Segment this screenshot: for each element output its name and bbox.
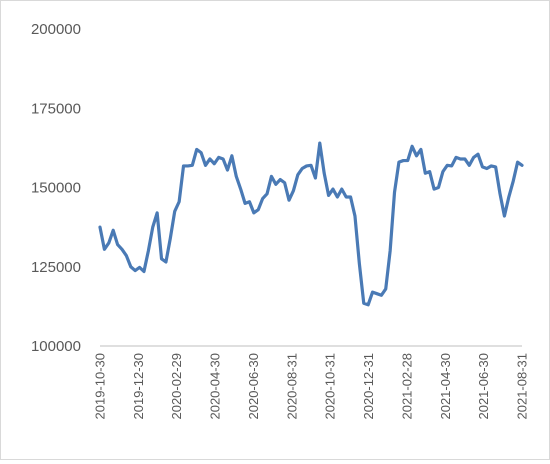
x-tick-label: 2019-12-30 xyxy=(131,353,146,420)
x-axis-tick-labels: 2019-10-30 2019-12-30 2020-02-29 2020-04-30… xyxy=(93,353,530,420)
y-tick-label: 200000 xyxy=(31,21,81,38)
y-tick-label: 100000 xyxy=(31,338,81,355)
y-axis-tick-labels: 200000 175000 150000 125000 100000 xyxy=(31,21,81,355)
x-tick-label: 2021-02-28 xyxy=(399,353,414,420)
y-tick-label: 175000 xyxy=(31,100,81,117)
y-tick-label: 150000 xyxy=(31,180,81,197)
x-tick-label: 2021-06-30 xyxy=(476,353,491,420)
x-tick-label: 2020-08-31 xyxy=(284,353,299,420)
y-tick-label: 125000 xyxy=(31,259,81,276)
x-tick-label: 2020-12-31 xyxy=(361,353,376,420)
x-tick-label: 2020-04-30 xyxy=(208,353,223,420)
x-tick-label: 2020-02-29 xyxy=(169,353,184,420)
x-tick-label: 2019-10-30 xyxy=(93,353,108,420)
series-line xyxy=(98,141,524,307)
x-tick-label: 2021-08-31 xyxy=(515,353,530,420)
x-tick-label: 2020-06-30 xyxy=(246,353,261,420)
x-tick-label: 2021-04-30 xyxy=(438,353,453,420)
x-tick-label: 2020-10-31 xyxy=(323,353,338,420)
